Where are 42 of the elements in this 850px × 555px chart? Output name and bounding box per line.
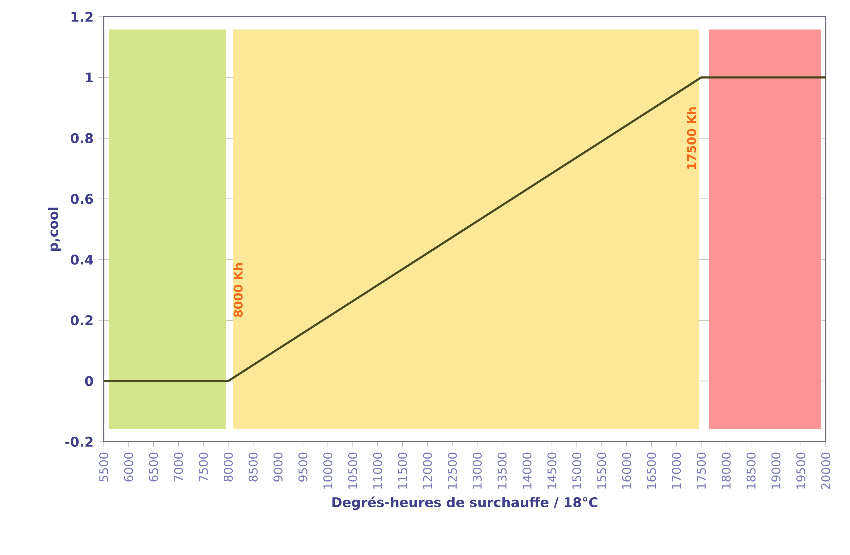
x-tick-label: 20000 [821,452,831,490]
x-tick-label: 13000 [472,452,482,489]
x-tick-label: 18500 [746,452,756,489]
x-tick-label: 16000 [622,452,632,489]
x-tick-label: 15500 [597,452,606,489]
annotation: 17500 Kh [687,108,696,170]
x-tick-label: 19000 [772,452,781,489]
x-tick-label: 6500 [149,452,158,482]
y-tick-label: 0.8 [70,133,94,144]
x-tick-label: 12000 [423,452,432,489]
x-tick-label: 10000 [324,452,333,489]
x-tick-label: 10500 [348,452,358,489]
x-tick-label: 9500 [298,452,308,482]
x-tick-label: 8500 [248,452,258,482]
x-tick-label: 14500 [548,452,557,489]
x-tick-label: 7000 [174,452,184,482]
y-tick-label: -0.2 [66,436,93,448]
x-tick-label: 11000 [373,452,382,489]
y-tick-label: 0.2 [70,316,93,326]
x-tick-label: 12500 [448,452,458,489]
x-tick-label: 9000 [274,452,283,482]
x-tick-label: 5500 [99,452,109,482]
y-tick-label: 0 [85,376,94,386]
x-tick-label: 11500 [398,452,408,489]
x-tick-label: 16500 [647,452,656,489]
y-axis-title: p,cool [48,208,61,252]
annotation: 8000 Kh [234,263,243,318]
x-tick-label: 18000 [722,452,731,489]
x-tick-label: 6000 [124,452,134,482]
x-tick-label: 13500 [498,452,507,489]
x-tick-label: 14000 [522,452,532,489]
y-tick-label: 0.6 [70,194,94,204]
x-tick-label: 17500 [696,452,706,489]
y-tick-label: 1 [86,72,94,83]
x-tick-label: 7500 [199,452,208,482]
x-tick-label: 15000 [572,452,582,489]
x-tick-label: 17000 [672,452,682,489]
x-tick-label: 8000 [224,452,234,482]
x-tick-label: 19500 [796,452,806,489]
y-tick-label: 0.4 [70,254,94,265]
y-tick-label: 1.2 [72,12,93,22]
x-axis-title: Degrés-heures de surchauffe / 18°C [332,496,598,510]
